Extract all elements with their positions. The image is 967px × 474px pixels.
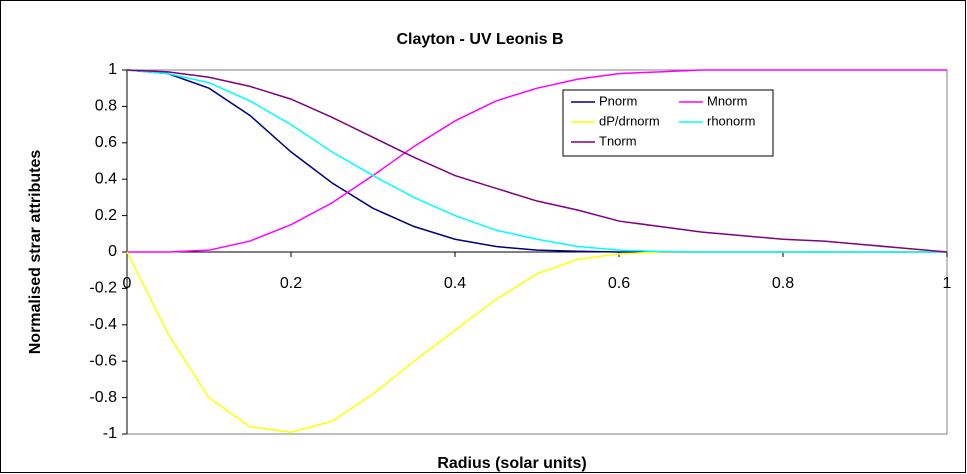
y-tick-label: 0.8 [95, 98, 117, 115]
y-tick-label: 0.4 [95, 170, 117, 187]
legend-label: Pnorm [599, 93, 637, 108]
y-tick-label: 0 [108, 243, 117, 260]
y-tick-label: 0.6 [95, 134, 117, 151]
x-tick-label: 0.2 [280, 275, 302, 292]
y-tick-label: 1 [108, 61, 117, 78]
x-tick-label: 0 [123, 275, 132, 292]
y-tick-label: -0.2 [89, 280, 117, 297]
legend-label: dP/drnorm [599, 113, 660, 128]
legend-label: Mnorm [707, 93, 747, 108]
legend-label: Tnorm [599, 133, 637, 148]
y-tick-label: -1 [103, 425, 117, 442]
legend-label: rhonorm [707, 113, 755, 128]
y-tick-label: -0.6 [89, 352, 117, 369]
series-line [127, 69, 947, 253]
y-tick-label: -0.8 [89, 389, 117, 406]
y-axis-label: Normalised strar attributes [27, 150, 44, 355]
x-tick-label: 0.4 [444, 275, 466, 292]
y-tick-label: -0.4 [89, 316, 117, 333]
series-line [126, 69, 947, 253]
x-axis-label: Radius (solar units) [437, 455, 586, 472]
series-line [126, 69, 948, 253]
x-tick-label: 0.8 [772, 275, 794, 292]
legend-box [562, 89, 774, 157]
x-tick-label: 1 [943, 275, 952, 292]
x-tick-label: 0.6 [608, 275, 630, 292]
chart-title: Clayton - UV Leonis B [396, 31, 563, 48]
y-tick-label: 0.2 [95, 207, 117, 224]
